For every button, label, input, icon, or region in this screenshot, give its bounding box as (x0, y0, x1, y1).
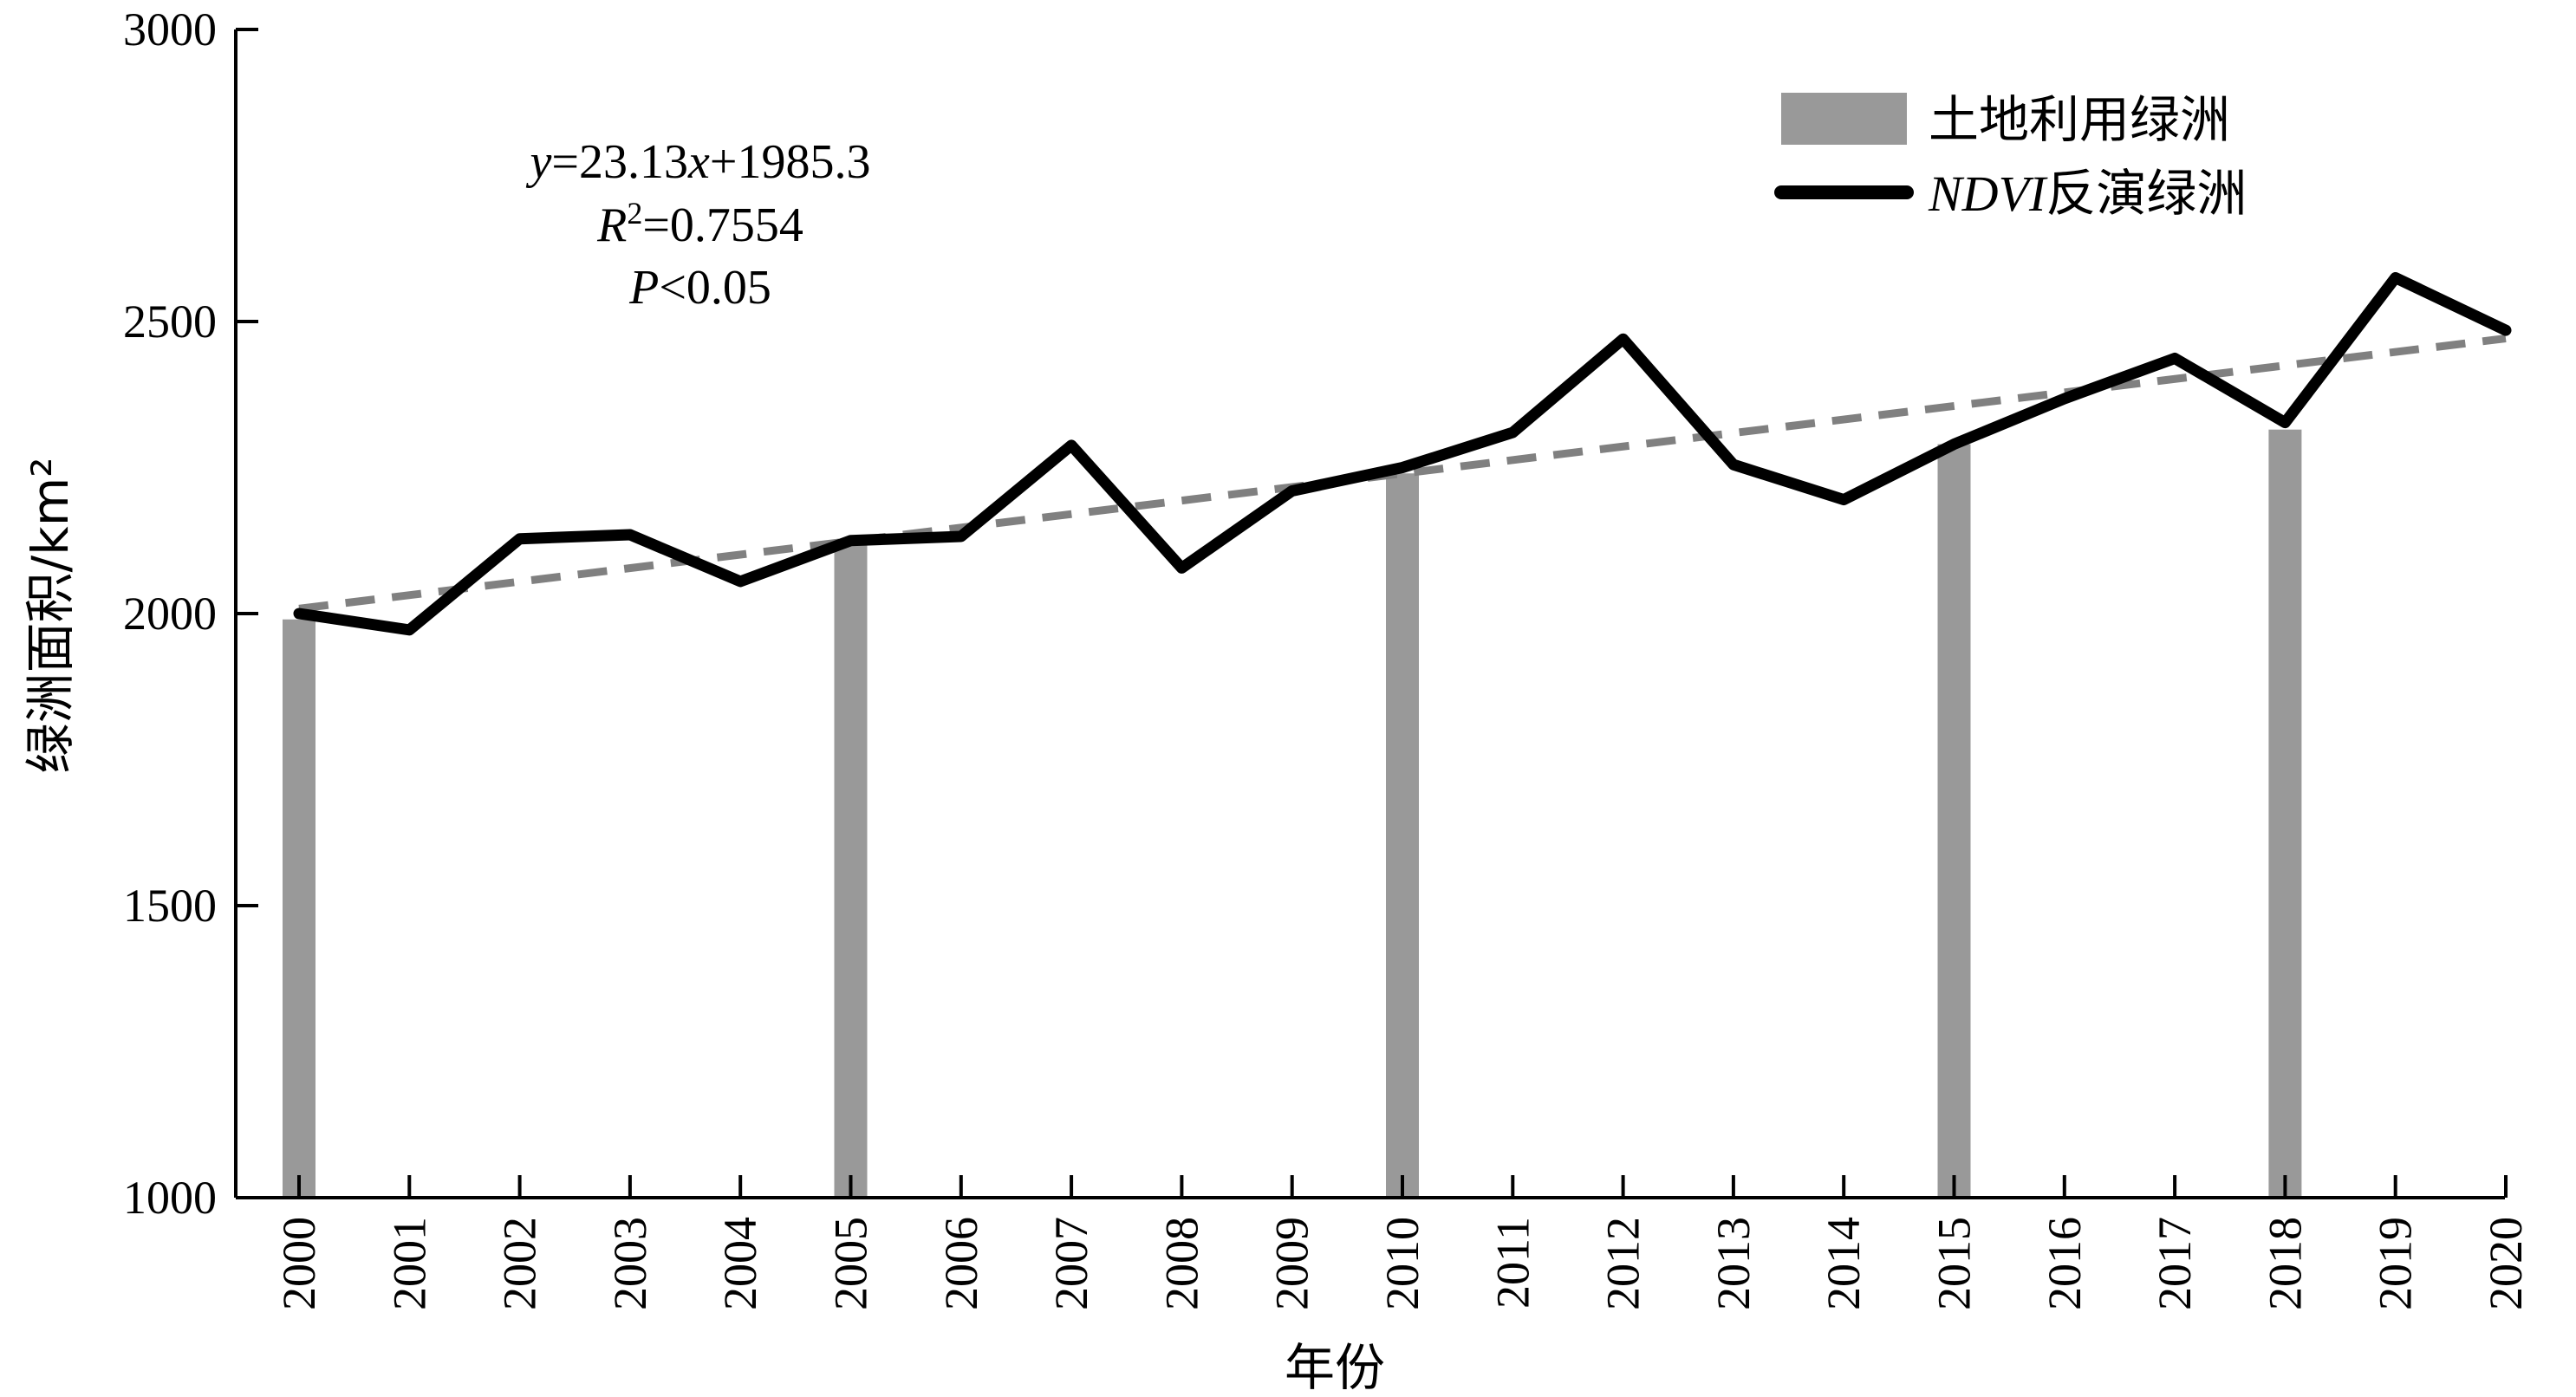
x-tick-label: 2002 (494, 1217, 546, 1310)
r-symbol: R (596, 198, 627, 252)
r-superscript: 2 (627, 196, 642, 231)
bar-series-group (283, 429, 2302, 1198)
eq-coefficient: =23.13 (551, 135, 688, 189)
y-tick-label: 2500 (123, 296, 217, 348)
x-tick-label: 2010 (1376, 1217, 1428, 1310)
x-tick-label: 2003 (604, 1217, 656, 1310)
bar-2010 (1386, 473, 1419, 1198)
x-tick-label: 2013 (1708, 1217, 1760, 1310)
x-tick-label: 2009 (1266, 1217, 1318, 1310)
x-tick-label: 2005 (825, 1217, 877, 1310)
x-ticks: 2000 2001 2002 2003 2004 2005 2006 2007 2008 2009… (273, 1175, 2532, 1310)
x-tick-label: 2019 (2370, 1217, 2422, 1310)
legend: 土地利用绿洲 NDVI反演绿洲 (1774, 90, 2247, 223)
r-value: =0.7554 (642, 198, 803, 252)
r-squared: R2=0.7554 (596, 196, 803, 252)
x-tick-label: 2004 (714, 1217, 766, 1310)
bar-2005 (834, 540, 868, 1198)
legend-line-label-suffix: 反演绿洲 (2046, 164, 2247, 223)
x-tick-label: 2016 (2039, 1217, 2091, 1310)
x-tick-label: 2012 (1597, 1217, 1649, 1310)
legend-line-label: NDVI反演绿洲 (1928, 164, 2247, 223)
x-axis-title: 年份 (1285, 1338, 1385, 1397)
p-symbol: P (628, 261, 659, 315)
x-tick-label: 2001 (383, 1217, 435, 1310)
x-tick-label: 2014 (1818, 1217, 1870, 1310)
trend-line (298, 335, 2507, 613)
x-tick-label: 2007 (1045, 1217, 1097, 1310)
x-tick-label: 2011 (1486, 1217, 1538, 1309)
y-tick-label: 1500 (123, 880, 217, 932)
x-tick-label: 2020 (2480, 1217, 2532, 1310)
x-tick-label: 2015 (1929, 1217, 1981, 1310)
y-tick-label: 3000 (123, 3, 217, 55)
ndvi-line (293, 271, 2512, 636)
x-tick-label: 2000 (273, 1217, 325, 1310)
legend-line-label-prefix: NDVI (1928, 166, 2048, 222)
p-value-text: <0.05 (659, 261, 771, 315)
x-tick-label: 2008 (1155, 1217, 1207, 1310)
x-tick-label: 2018 (2259, 1217, 2311, 1310)
bar-2000 (283, 619, 315, 1198)
x-tick-label: 2017 (2149, 1217, 2201, 1310)
x-tick-label: 2006 (935, 1217, 987, 1310)
eq-x-symbol: x (687, 135, 710, 189)
p-value: P<0.05 (628, 261, 771, 315)
y-tick-label: 2000 (123, 588, 217, 640)
y-tick-label: 1000 (123, 1172, 217, 1224)
bar-2015 (1937, 444, 1971, 1198)
legend-bar-label: 土地利用绿洲 (1929, 90, 2230, 149)
regression-equation: y=23.13x+1985.3 (526, 135, 871, 189)
eq-intercept: +1985.3 (710, 135, 871, 189)
legend-bar-swatch (1781, 93, 1907, 145)
y-ticks: 1000 1500 2000 2500 3000 (123, 3, 258, 1224)
eq-y-symbol: y (526, 135, 552, 189)
regression-annotation: y=23.13x+1985.3 R2=0.7554 P<0.05 (526, 135, 871, 315)
y-axis-title: 绿洲面积/km² (21, 458, 80, 774)
bar-2018 (2268, 429, 2302, 1198)
